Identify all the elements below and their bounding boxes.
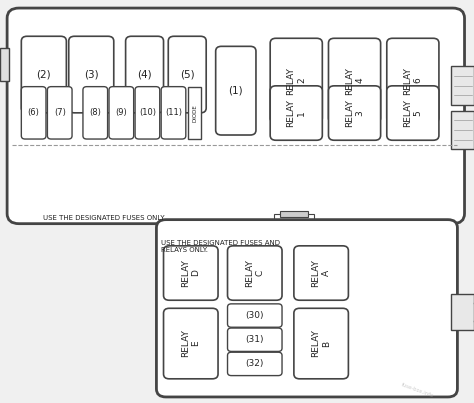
FancyBboxPatch shape <box>228 328 282 351</box>
FancyBboxPatch shape <box>294 246 348 300</box>
Text: RELAY
E: RELAY E <box>181 330 201 357</box>
FancyBboxPatch shape <box>228 304 282 327</box>
Bar <box>274 214 314 223</box>
FancyBboxPatch shape <box>164 246 218 300</box>
Text: (30): (30) <box>246 311 264 320</box>
FancyBboxPatch shape <box>328 86 381 140</box>
Text: RELAY
2: RELAY 2 <box>287 66 306 95</box>
Bar <box>188 87 201 139</box>
FancyBboxPatch shape <box>270 86 322 140</box>
Text: DIODE: DIODE <box>192 104 197 122</box>
Text: (32): (32) <box>246 359 264 368</box>
Text: RELAY
1: RELAY 1 <box>287 99 306 127</box>
FancyBboxPatch shape <box>216 46 256 135</box>
Bar <box>280 211 308 217</box>
Text: (4): (4) <box>137 70 152 79</box>
FancyBboxPatch shape <box>21 36 66 113</box>
FancyBboxPatch shape <box>228 352 282 376</box>
Text: (9): (9) <box>116 108 127 117</box>
Text: fuse-box.info: fuse-box.info <box>400 383 434 399</box>
Text: (10): (10) <box>139 108 156 117</box>
Text: RELAY
6: RELAY 6 <box>403 66 422 95</box>
Text: RELAY
5: RELAY 5 <box>403 99 422 127</box>
FancyBboxPatch shape <box>161 87 186 139</box>
FancyBboxPatch shape <box>228 246 282 300</box>
FancyBboxPatch shape <box>270 38 322 123</box>
Text: (1): (1) <box>228 86 243 96</box>
Bar <box>273 223 293 239</box>
Bar <box>451 66 474 105</box>
FancyBboxPatch shape <box>135 87 160 139</box>
Text: RELAY
A: RELAY A <box>311 259 331 287</box>
Bar <box>0 48 9 81</box>
Text: USE THE DESIGNATED FUSES AND
RELAYS ONLY.: USE THE DESIGNATED FUSES AND RELAYS ONLY… <box>161 240 280 253</box>
FancyBboxPatch shape <box>387 38 439 123</box>
Text: (31): (31) <box>246 335 264 344</box>
FancyBboxPatch shape <box>69 36 114 113</box>
Bar <box>451 111 474 149</box>
FancyBboxPatch shape <box>47 87 72 139</box>
Text: (7): (7) <box>54 108 66 117</box>
Text: (2): (2) <box>36 70 51 79</box>
FancyBboxPatch shape <box>387 86 439 140</box>
FancyBboxPatch shape <box>164 308 218 379</box>
Text: RELAY
4: RELAY 4 <box>345 66 364 95</box>
Text: RELAY
B: RELAY B <box>311 330 331 357</box>
FancyBboxPatch shape <box>7 8 465 224</box>
Text: (11): (11) <box>165 108 182 117</box>
Text: (5): (5) <box>180 70 194 79</box>
FancyBboxPatch shape <box>109 87 134 139</box>
FancyBboxPatch shape <box>83 87 108 139</box>
Bar <box>264 221 324 241</box>
Text: RELAY
D: RELAY D <box>181 259 201 287</box>
FancyBboxPatch shape <box>126 36 164 113</box>
Text: USE THE DESIGNATED FUSES ONLY: USE THE DESIGNATED FUSES ONLY <box>44 216 165 221</box>
Text: RELAY
C: RELAY C <box>245 259 264 287</box>
Text: (3): (3) <box>84 70 99 79</box>
FancyBboxPatch shape <box>328 38 381 123</box>
Bar <box>451 294 474 330</box>
Text: RELAY
3: RELAY 3 <box>345 99 364 127</box>
FancyBboxPatch shape <box>294 308 348 379</box>
Text: (6): (6) <box>27 108 40 117</box>
FancyBboxPatch shape <box>21 87 46 139</box>
FancyBboxPatch shape <box>168 36 206 113</box>
Bar <box>294 223 315 239</box>
FancyBboxPatch shape <box>156 220 457 397</box>
Text: (8): (8) <box>89 108 101 117</box>
